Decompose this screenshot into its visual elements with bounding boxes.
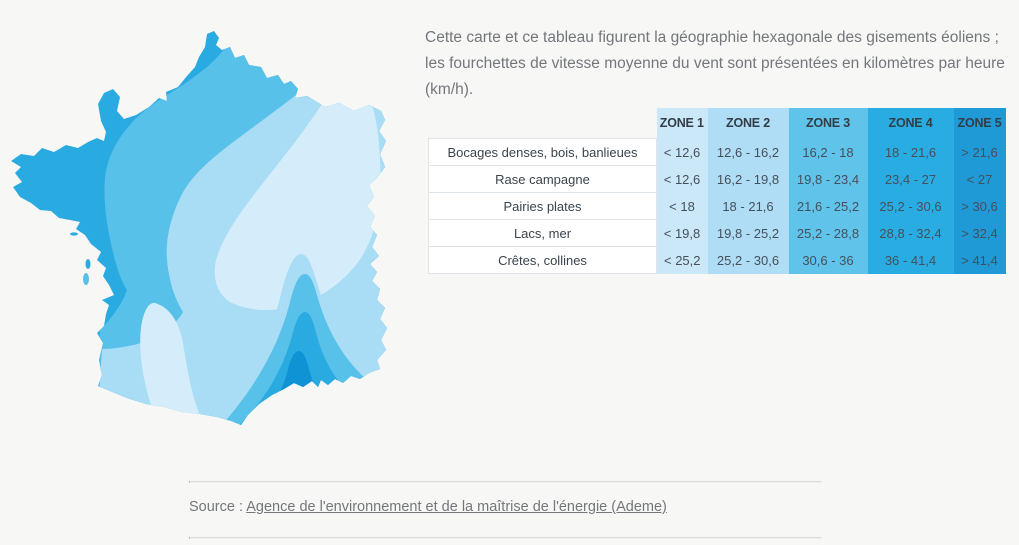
zone-3-header: ZONE 3	[788, 108, 868, 139]
map-island	[83, 273, 89, 285]
france-wind-map-svg	[11, 31, 387, 425]
value-cell: 25,2 - 30,6	[867, 192, 954, 220]
source-prefix: Source :	[189, 499, 247, 515]
value-cell: 19,8 - 25,2	[707, 219, 789, 247]
value-cell: 25,2 - 30,6	[707, 246, 789, 274]
value-cell: < 25,2	[656, 246, 708, 274]
terrain-label: Lacs, mer	[428, 219, 657, 247]
table-row: Crêtes, collines < 25,2 25,2 - 30,6 30,6…	[428, 246, 1006, 274]
value-cell: < 12,6	[656, 165, 708, 193]
value-cell: 12,6 - 16,2	[707, 138, 789, 166]
map-island	[63, 206, 73, 210]
zone-1-header: ZONE 1	[656, 108, 708, 139]
wind-zones-table: ZONE 1 ZONE 2 ZONE 3 ZONE 4 ZONE 5 Bocag…	[428, 108, 1006, 274]
value-cell: 16,2 - 18	[788, 138, 868, 166]
map-zone1-center-east	[214, 91, 381, 311]
value-cell: < 18	[656, 192, 708, 220]
source-line: Source : Agence de l'environnement et de…	[189, 499, 889, 515]
value-cell: > 32,4	[953, 219, 1006, 247]
value-cell: 19,8 - 23,4	[788, 165, 868, 193]
value-cell: < 12,6	[656, 138, 708, 166]
table-header-row: ZONE 1 ZONE 2 ZONE 3 ZONE 4 ZONE 5	[429, 108, 1006, 139]
value-cell: < 19,8	[656, 219, 708, 247]
terrain-label: Rase campagne	[428, 165, 657, 193]
map-island	[53, 197, 61, 201]
value-cell: 23,4 - 27	[867, 165, 954, 193]
map-zone1-southwest	[140, 302, 201, 425]
value-cell: 21,6 - 25,2	[788, 192, 868, 220]
value-cell: > 41,4	[953, 246, 1006, 274]
zone-4-header: ZONE 4	[867, 108, 954, 139]
divider	[189, 537, 822, 539]
source-link[interactable]: Agence de l'environnement et de la maîtr…	[246, 499, 667, 515]
value-cell: 36 - 41,4	[867, 246, 954, 274]
zone-5-header: ZONE 5	[953, 108, 1006, 139]
map-island	[70, 232, 78, 236]
value-cell: 18 - 21,6	[707, 192, 789, 220]
value-cell: 18 - 21,6	[867, 138, 954, 166]
terrain-label: Pairies plates	[428, 192, 657, 220]
value-cell: 25,2 - 28,8	[788, 219, 868, 247]
table-row: Bocages denses, bois, banlieues < 12,6 1…	[428, 138, 1006, 166]
terrain-label: Crêtes, collines	[428, 246, 657, 274]
value-cell: > 21,6	[953, 138, 1006, 166]
value-cell: 16,2 - 19,8	[707, 165, 789, 193]
value-cell: 28,8 - 32,4	[867, 219, 954, 247]
intro-text: Cette carte et ce tableau figurent la gé…	[425, 29, 1005, 98]
zone-2-header: ZONE 2	[707, 108, 789, 139]
table-row: Pairies plates < 18 18 - 21,6 21,6 - 25,…	[428, 192, 1006, 220]
table-row: Rase campagne < 12,6 16,2 - 19,8 19,8 - …	[428, 165, 1006, 193]
value-cell: > 30,6	[953, 192, 1006, 220]
table-row: Lacs, mer < 19,8 19,8 - 25,2 25,2 - 28,8…	[428, 219, 1006, 247]
france-wind-map	[8, 12, 398, 442]
map-island	[85, 259, 91, 269]
value-cell: < 27	[953, 165, 1006, 193]
divider	[189, 481, 822, 483]
table-corner-cell	[429, 108, 657, 139]
terrain-label: Bocages denses, bois, banlieues	[428, 138, 657, 166]
value-cell: 30,6 - 36	[788, 246, 868, 274]
